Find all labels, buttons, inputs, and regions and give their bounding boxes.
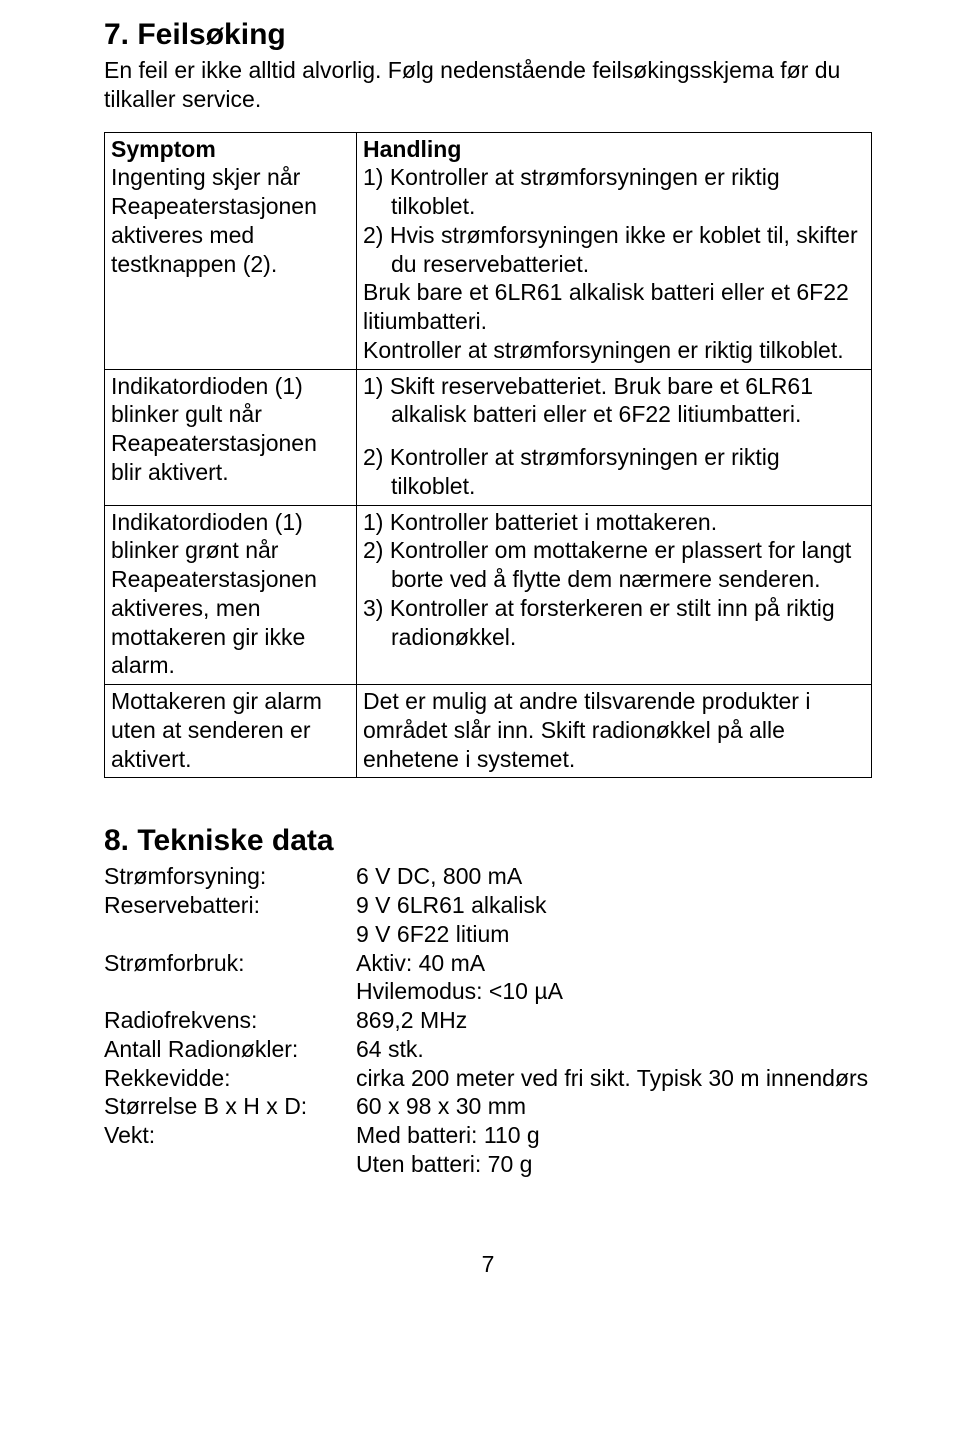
action-item: 1) Kontroller at strømforsyningen er rik… [363, 163, 865, 221]
spec-label: Størrelse B x H x D: [104, 1092, 356, 1121]
symptom-cell: Mottakeren gir alarm uten at senderen er… [105, 685, 357, 778]
spec-row: Rekkevidde: cirka 200 meter ved fri sikt… [104, 1064, 872, 1093]
section-7: 7. Feilsøking En feil er ikke alltid alv… [104, 18, 872, 778]
action-cell: Handling 1) Kontroller at strømforsyning… [357, 132, 872, 369]
spec-value: 6 V DC, 800 mA [356, 862, 872, 891]
table-row: Indikatordioden (1) blinker gult når Rea… [105, 369, 872, 505]
action-cell: Det er mulig at andre tilsvarende produk… [357, 685, 872, 778]
action-item: 1) Kontroller batteriet i mottakeren. [363, 508, 865, 537]
spec-value: 9 V 6LR61 alkalisk [356, 891, 872, 920]
spec-row: Reservebatteri: 9 V 6LR61 alkalisk [104, 891, 872, 920]
spec-row: 9 V 6F22 litium [104, 920, 872, 949]
action-cell: 1) Kontroller batteriet i mottakeren. 2)… [357, 505, 872, 685]
spec-value: 869,2 MHz [356, 1006, 872, 1035]
section8-heading: 8. Tekniske data [104, 824, 872, 858]
spec-label: Reservebatteri: [104, 891, 356, 920]
spec-value: Aktiv: 40 mA [356, 949, 872, 978]
spec-row: Antall Radionøkler: 64 stk. [104, 1035, 872, 1064]
symptom-text: Ingenting skjer når Reapeaterstasjonen a… [111, 163, 350, 278]
spec-row: Vekt: Med batteri: 110 g [104, 1121, 872, 1150]
symptom-cell: Symptom Ingenting skjer når Reapeatersta… [105, 132, 357, 369]
action-item: 2) Kontroller om mottakerne er plassert … [363, 536, 865, 594]
action-item: 2) Kontroller at strømforsyningen er rik… [363, 443, 865, 501]
spec-label: Vekt: [104, 1121, 356, 1150]
spec-value: 64 stk. [356, 1035, 872, 1064]
section7-intro: En feil er ikke alltid alvorlig. Følg ne… [104, 56, 872, 114]
spec-row: Hvilemodus: <10 µA [104, 977, 872, 1006]
spec-label: Radiofrekvens: [104, 1006, 356, 1035]
action-header: Handling [363, 135, 865, 164]
spec-value: cirka 200 meter ved fri sikt. Typisk 30 … [356, 1064, 872, 1093]
spec-label [104, 977, 356, 1006]
troubleshooting-table: Symptom Ingenting skjer når Reapeatersta… [104, 132, 872, 779]
symptom-cell: Indikatordioden (1) blinker gult når Rea… [105, 369, 357, 505]
action-item: Bruk bare et 6LR61 alkalisk batteri elle… [363, 278, 865, 336]
action-item: 1) Skift reservebatteriet. Bruk bare et … [363, 372, 865, 430]
spec-label: Strømforsyning: [104, 862, 356, 891]
spec-row: Strømforsyning: 6 V DC, 800 mA [104, 862, 872, 891]
section7-heading: 7. Feilsøking [104, 18, 872, 52]
spec-label: Strømforbruk: [104, 949, 356, 978]
spec-label [104, 1150, 356, 1179]
spec-row: Strømforbruk: Aktiv: 40 mA [104, 949, 872, 978]
action-item: Det er mulig at andre tilsvarende produk… [363, 687, 865, 773]
spec-label [104, 920, 356, 949]
symptom-header: Symptom [111, 135, 350, 164]
page-number: 7 [104, 1251, 872, 1278]
spec-row: Uten batteri: 70 g [104, 1150, 872, 1179]
spec-value: 60 x 98 x 30 mm [356, 1092, 872, 1121]
section-8: 8. Tekniske data Strømforsyning: 6 V DC,… [104, 824, 872, 1178]
table-row: Mottakeren gir alarm uten at senderen er… [105, 685, 872, 778]
symptom-cell: Indikatordioden (1) blinker grønt når Re… [105, 505, 357, 685]
spec-value: Hvilemodus: <10 µA [356, 977, 872, 1006]
spec-value: Uten batteri: 70 g [356, 1150, 872, 1179]
spec-value: 9 V 6F22 litium [356, 920, 872, 949]
spec-row: Radiofrekvens: 869,2 MHz [104, 1006, 872, 1035]
action-cell: 1) Skift reservebatteriet. Bruk bare et … [357, 369, 872, 505]
table-row: Indikatordioden (1) blinker grønt når Re… [105, 505, 872, 685]
action-item: 3) Kontroller at forsterkeren er stilt i… [363, 594, 865, 652]
action-item: Kontroller at strømforsyningen er riktig… [363, 336, 865, 365]
table-row: Symptom Ingenting skjer når Reapeatersta… [105, 132, 872, 369]
action-item: 2) Hvis strømforsyningen ikke er koblet … [363, 221, 865, 279]
spec-label: Antall Radionøkler: [104, 1035, 356, 1064]
spec-row: Størrelse B x H x D: 60 x 98 x 30 mm [104, 1092, 872, 1121]
spec-label: Rekkevidde: [104, 1064, 356, 1093]
spec-value: Med batteri: 110 g [356, 1121, 872, 1150]
